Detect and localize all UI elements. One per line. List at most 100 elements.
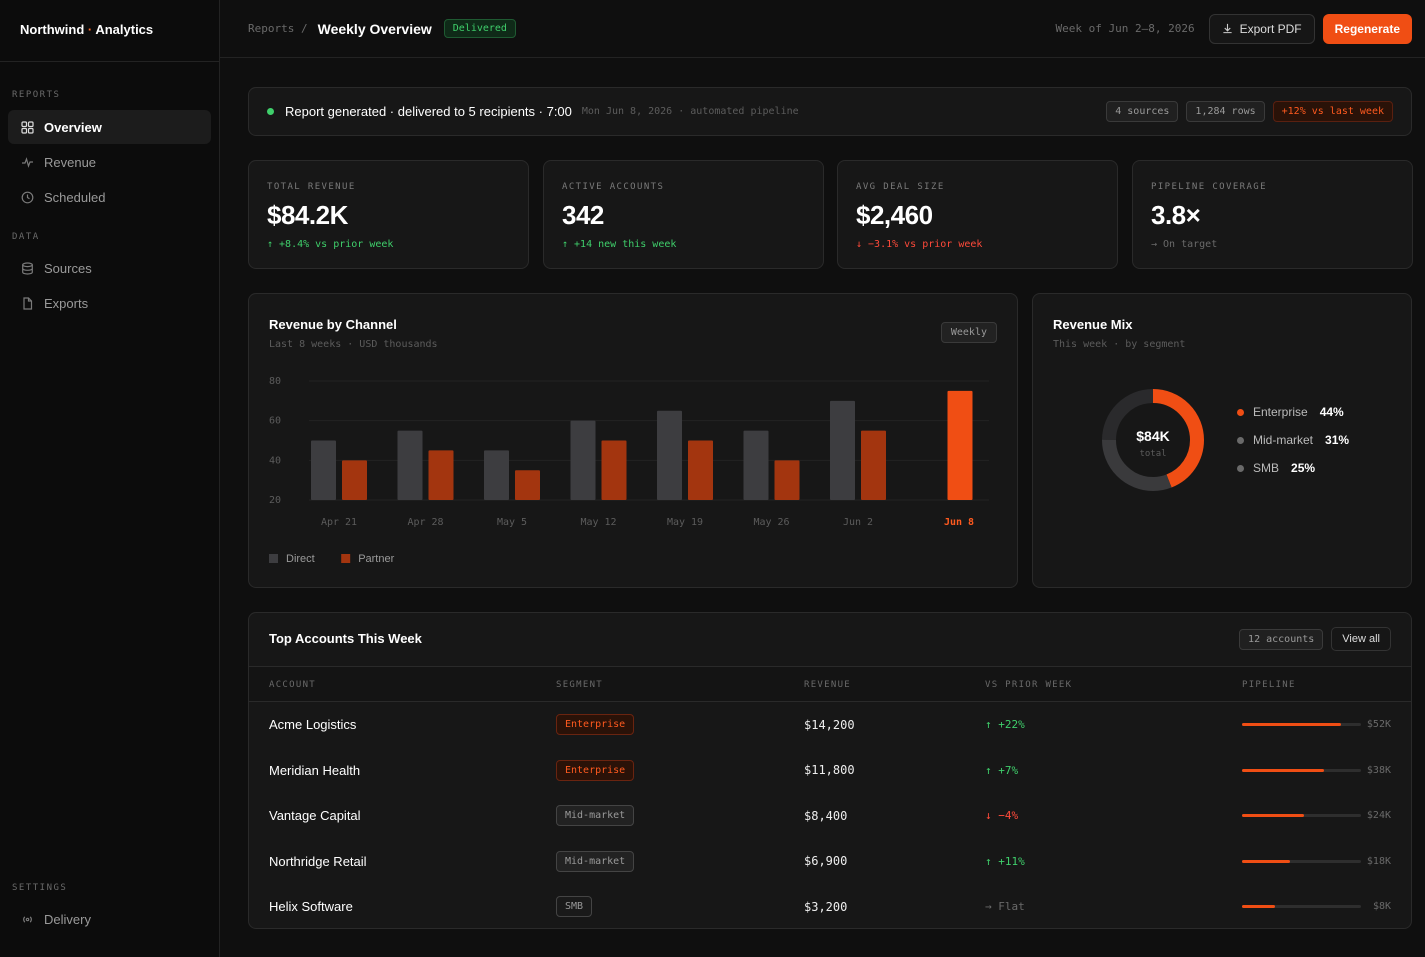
breadcrumb[interactable]: Reports / [248, 22, 308, 35]
page-title: Weekly Overview [317, 20, 432, 37]
export-pdf-button[interactable]: Export PDF [1208, 13, 1315, 44]
legend-swatch [269, 554, 278, 563]
sidebar-item-label: Delivery [44, 911, 91, 927]
kpi-card-avg-deal-size: AVG DEAL SIZE $2,460 ↓ −3.1% vs prior we… [837, 160, 1118, 269]
sidebar-item-overview[interactable]: Overview [8, 110, 211, 144]
chart-subtitle: Last 8 weeks · USD thousands [269, 339, 438, 350]
revenue-mix-card: Revenue Mix This week · by segment $84K t… [1032, 293, 1412, 588]
legend-value: 31% [1325, 433, 1350, 447]
bar-direct-may-12[interactable] [570, 420, 596, 500]
database-icon [20, 261, 34, 275]
column-header-vs-prior-week[interactable]: VS PRIOR WEEK [985, 680, 1073, 690]
sidebar-item-sources[interactable]: Sources [8, 251, 211, 285]
bar-direct-may-19[interactable] [657, 410, 682, 500]
chart-title: Revenue by Channel [269, 317, 397, 332]
download-icon [1222, 23, 1232, 34]
sidebar-item-revenue[interactable]: Revenue [8, 145, 211, 179]
report-status-bar: Report generated · delivered to 5 recipi… [248, 87, 1412, 136]
regenerate-button[interactable]: Regenerate [1322, 13, 1412, 44]
kpi-label: PIPELINE COVERAGE [1151, 182, 1267, 192]
donut-slice-smb[interactable] [1102, 389, 1204, 491]
sidebar: Northwind · Analytics REPORTS Overview R… [0, 0, 220, 957]
legend-label: Partner [358, 553, 394, 565]
bar-partner-may-19[interactable] [688, 440, 713, 501]
status-meta: Mon Jun 8, 2026 · automated pipeline [581, 106, 799, 117]
bar-partner-may-26[interactable] [774, 460, 800, 500]
bar-partner-jun-2[interactable] [861, 430, 886, 500]
donut-center-label: total [1139, 449, 1166, 459]
bar-partner-may-12[interactable] [601, 440, 627, 501]
sidebar-item-exports[interactable]: Exports [8, 286, 211, 320]
view-all-button[interactable]: View all [1331, 627, 1391, 651]
bar-partner-apr-28[interactable] [428, 450, 454, 500]
table-row[interactable]: Meridian Health Enterprise $11,800 ↑ +7% $38… [249, 748, 1411, 793]
column-header-revenue[interactable]: REVENUE [804, 680, 852, 690]
kpi-label: TOTAL REVENUE [267, 182, 356, 192]
bar-partner-apr-21[interactable] [342, 460, 367, 500]
legend-value: 25% [1291, 461, 1316, 475]
growth-chip: +12% vs last week [1272, 101, 1393, 122]
segment-badge: SMB [556, 896, 593, 917]
bar-direct-may-26[interactable] [743, 430, 769, 500]
bar-partner-jun-8[interactable] [947, 390, 973, 500]
kpi-delta: ↑ +8.4% vs prior week [267, 239, 394, 250]
table-row[interactable]: Acme Logistics Enterprise $14,200 ↑ +22% $52… [249, 702, 1411, 747]
bar-direct-jun-2[interactable] [830, 400, 855, 500]
pipeline-bar-fill [1242, 905, 1276, 908]
brand-logo[interactable]: Northwind · Analytics [0, 0, 219, 62]
column-header-account[interactable]: ACCOUNT [269, 680, 317, 690]
pipeline-bar [1242, 814, 1361, 817]
bar-direct-apr-21[interactable] [311, 440, 336, 501]
x-tick-label: Apr 28 [407, 517, 443, 528]
y-tick-label: 80 [269, 376, 281, 387]
x-tick-label: May 5 [497, 517, 527, 528]
accounts-count-chip: 12 accounts [1239, 628, 1324, 650]
y-tick-label: 60 [269, 416, 281, 427]
week-delta: ↑ +22% [985, 718, 1025, 731]
pipeline-value: $24K [1366, 810, 1391, 821]
x-tick-label: May 12 [580, 517, 616, 528]
segment-badge: Enterprise [556, 714, 635, 735]
sidebar-item-label: Overview [44, 119, 102, 135]
kpi-label: ACTIVE ACCOUNTS [562, 182, 665, 192]
x-tick-label: May 26 [753, 517, 789, 528]
legend-value: 44% [1319, 405, 1344, 419]
bar-direct-may-5[interactable] [484, 450, 509, 500]
pipeline-bar [1242, 723, 1361, 726]
kpi-value: $84.2K [267, 200, 348, 230]
section-label-data: DATA [12, 232, 40, 242]
legend-dot [1237, 408, 1244, 416]
kpi-card-active-accounts: ACTIVE ACCOUNTS 342 ↑ +14 new this week [543, 160, 824, 269]
sidebar-item-delivery[interactable]: Delivery [8, 902, 211, 936]
legend-item-enterprise: Enterprise 44% [1237, 398, 1349, 426]
broadcast-icon [20, 912, 34, 926]
column-header-pipeline[interactable]: PIPELINE [1242, 680, 1296, 690]
status-dot [267, 108, 274, 115]
legend-label: Direct [286, 553, 315, 565]
table-row[interactable]: Vantage Capital Mid-market $8,400 ↓ −4% $24K [249, 793, 1411, 838]
top-accounts-card: Top Accounts This Week 12 accounts View … [248, 612, 1412, 929]
table-row[interactable]: Helix Software SMB $3,200 → Flat $8K [249, 884, 1411, 928]
table-row[interactable]: Northridge Retail Mid-market $6,900 ↑ +11% $… [249, 839, 1411, 884]
pipeline-bar [1242, 905, 1361, 908]
table-header: ACCOUNT SEGMENT REVENUE VS PRIOR WEEK PI… [249, 666, 1411, 702]
revenue-value: $14,200 [804, 717, 855, 732]
legend-swatch [341, 554, 351, 563]
pipeline-bar-fill [1242, 814, 1304, 817]
kpi-delta: ↓ −3.1% vs prior week [856, 239, 983, 250]
column-header-segment[interactable]: SEGMENT [556, 680, 604, 690]
status-badge: Delivered [443, 19, 516, 38]
pipeline-value: $52K [1366, 719, 1391, 730]
bar-direct-apr-28[interactable] [397, 430, 423, 500]
bar-partner-may-5[interactable] [515, 470, 540, 500]
rows-chip: 1,284 rows [1186, 101, 1265, 122]
legend-label: SMB [1253, 461, 1280, 475]
brand-separator: · [84, 22, 96, 37]
period-selector[interactable]: Weekly [940, 322, 997, 343]
donut-slice-mid-market[interactable] [1102, 389, 1204, 491]
legend-dot [1237, 464, 1244, 472]
sidebar-item-scheduled[interactable]: Scheduled [8, 180, 211, 214]
revenue-by-channel-card: Revenue by Channel Last 8 weeks · USD th… [248, 293, 1018, 588]
brand-name: Northwind [20, 22, 85, 37]
donut-chart: $84K total [1102, 389, 1204, 491]
